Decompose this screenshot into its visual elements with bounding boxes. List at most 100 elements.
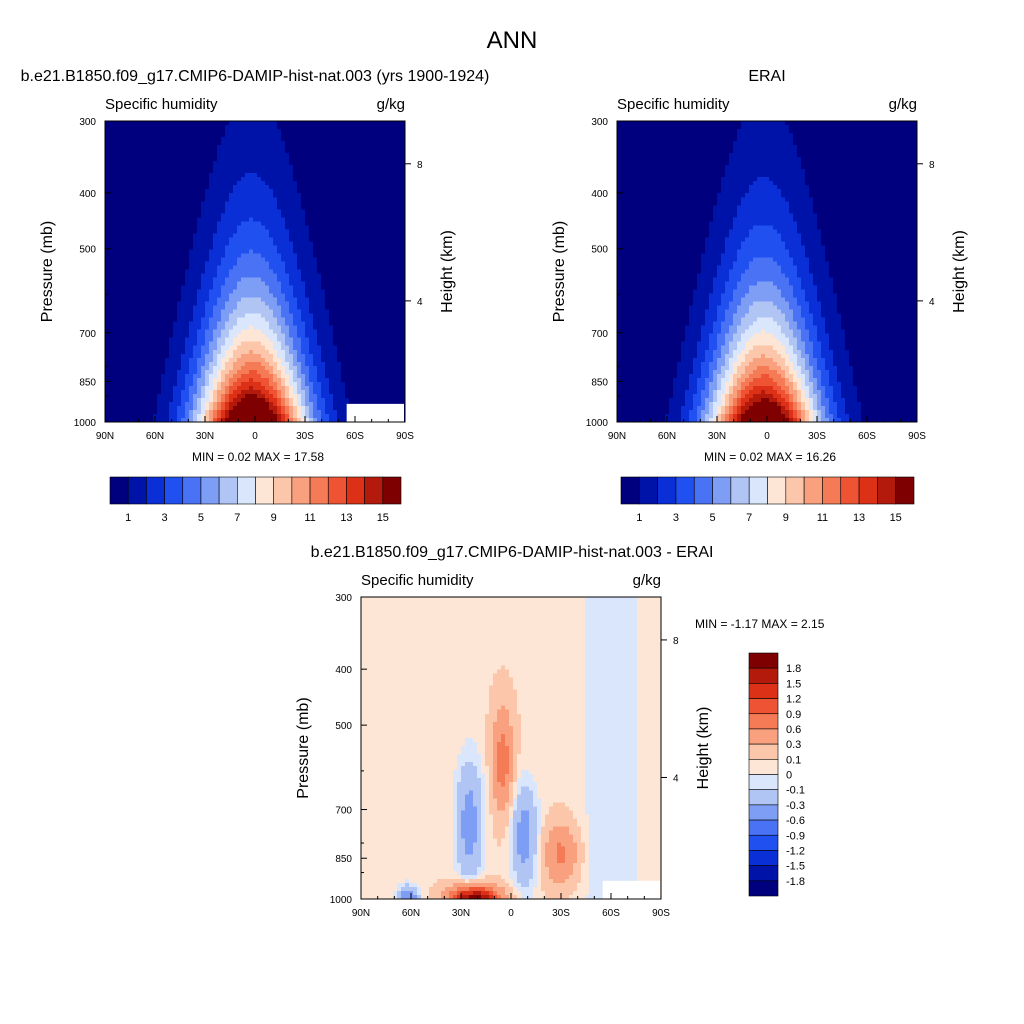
- colorbar-label: 0.1: [786, 754, 801, 766]
- colorbar-swatch: [346, 476, 365, 505]
- diff-xtick-label: 90S: [652, 908, 670, 919]
- model-ytick-label: 300: [79, 117, 96, 128]
- colorbar-swatch: [895, 476, 915, 505]
- colorbar-label: 1: [636, 512, 642, 524]
- obs-stats: MIN = 0.02 MAX = 16.26: [704, 450, 836, 464]
- colorbar-swatch: [364, 476, 384, 505]
- colorbar-label: 7: [234, 512, 240, 524]
- colorbar-swatch: [748, 743, 779, 760]
- diff-ytick-label: 400: [335, 665, 352, 676]
- colorbar-label: -0.1: [786, 785, 805, 797]
- colorbar-swatch: [109, 476, 129, 505]
- diff-colorbar: 1.8 1.5 1.2 0.9 0.6 0.3 0.1 0 -0.1 -0.3 -0.6 -0.9 -1…: [748, 652, 805, 897]
- model-variable-label: Specific humidity: [105, 96, 218, 113]
- colorbar-swatch: [748, 698, 779, 715]
- obs-ytick-label: 300: [591, 117, 608, 128]
- obs-xtick-label: 60S: [858, 431, 876, 442]
- colorbar-label: 0.9: [786, 709, 801, 721]
- colorbar-swatch: [748, 804, 779, 821]
- colorbar-label: 11: [817, 512, 828, 524]
- colorbar-swatch: [127, 476, 147, 505]
- obs-colorbar: 1 3 5 7 9 11 13 15: [620, 476, 915, 524]
- diff-stats: MIN = -1.17 MAX = 2.15: [695, 617, 825, 631]
- colorbar-label: -0.3: [786, 800, 805, 812]
- colorbar-swatch: [748, 789, 779, 806]
- obs-ylabel: Pressure (mb): [551, 221, 568, 322]
- colorbar-label: 13: [853, 512, 865, 524]
- diff-y2tick-label: 4: [673, 773, 679, 784]
- colorbar-swatch: [748, 728, 779, 745]
- colorbar-label: 0: [786, 770, 792, 782]
- colorbar-swatch: [840, 476, 860, 505]
- colorbar-swatch: [748, 652, 779, 669]
- diff-missing-region: [602, 880, 660, 899]
- colorbar-label: -0.6: [786, 815, 805, 827]
- obs-xtick-label: 90N: [608, 431, 626, 442]
- diff-y2label: Height (km): [695, 707, 712, 790]
- colorbar-label: 15: [377, 512, 389, 524]
- colorbar-label: 1.5: [786, 678, 801, 690]
- diff-variable-label: Specific humidity: [361, 572, 474, 589]
- colorbar-swatch: [822, 476, 842, 505]
- colorbar-label: 3: [162, 512, 168, 524]
- model-contour-field: [105, 121, 406, 423]
- model-missing-region: [346, 403, 404, 422]
- obs-xtick-label: 90S: [908, 431, 926, 442]
- obs-xtick-label: 30N: [708, 431, 726, 442]
- model-ytick-label: 700: [79, 329, 96, 340]
- obs-y2tick-label: 4: [929, 297, 935, 308]
- diff-xtick-label: 90N: [352, 908, 370, 919]
- colorbar-swatch: [200, 476, 220, 505]
- diff-ytick-label: 500: [335, 721, 352, 732]
- colorbar-label: 5: [198, 512, 204, 524]
- obs-ytick-label: 400: [591, 189, 608, 200]
- colorbar-swatch: [748, 759, 779, 775]
- model-ylabel: Pressure (mb): [39, 221, 56, 322]
- colorbar-swatch: [309, 476, 329, 505]
- model-xtick-label: 30N: [196, 431, 214, 442]
- model-stats: MIN = 0.02 MAX = 17.58: [192, 450, 324, 464]
- colorbar-swatch: [218, 476, 238, 505]
- colorbar-label: 0.3: [786, 739, 801, 751]
- colorbar-swatch: [693, 476, 713, 505]
- colorbar-swatch: [785, 476, 805, 505]
- model-ytick-label: 500: [79, 245, 96, 256]
- model-xtick-label: 60S: [346, 431, 364, 442]
- colorbar-label: 1.2: [786, 694, 801, 706]
- obs-panel-title: ERAI: [748, 68, 785, 85]
- model-ytick-label: 1000: [74, 418, 97, 429]
- colorbar-swatch: [858, 476, 878, 505]
- model-xtick-label: 60N: [146, 431, 164, 442]
- colorbar-swatch: [182, 476, 202, 505]
- colorbar-swatch: [382, 476, 402, 505]
- colorbar-label: 9: [783, 512, 789, 524]
- colorbar-swatch: [620, 476, 640, 505]
- obs-xtick-label: 30S: [808, 431, 826, 442]
- colorbar-swatch: [803, 476, 823, 505]
- colorbar-swatch: [164, 476, 184, 505]
- model-y2tick-label: 8: [417, 160, 423, 171]
- colorbar-swatch: [146, 476, 165, 505]
- colorbar-label: -0.9: [786, 830, 805, 842]
- model-ytick-label: 850: [79, 377, 96, 388]
- model-units-label: g/kg: [377, 96, 405, 113]
- obs-y2tick-label: 8: [929, 160, 935, 171]
- colorbar-swatch: [748, 667, 779, 684]
- obs-xtick-label: 60N: [658, 431, 676, 442]
- diff-ytick-label: 700: [335, 806, 352, 817]
- diff-ylabel: Pressure (mb): [295, 697, 312, 798]
- colorbar-label: 11: [304, 512, 315, 524]
- model-xtick-label: 0: [252, 431, 258, 442]
- colorbar-swatch: [748, 865, 779, 882]
- diff-xtick-label: 60N: [402, 908, 420, 919]
- model-colorbar: 1 3 5 7 9 11 13 15: [109, 476, 402, 524]
- colorbar-swatch: [748, 819, 779, 836]
- model-xtick-label: 90S: [396, 431, 414, 442]
- obs-ytick-label: 500: [591, 245, 608, 256]
- colorbar-label: 13: [340, 512, 352, 524]
- colorbar-label: 3: [673, 512, 679, 524]
- colorbar-swatch: [730, 476, 750, 505]
- model-y2label: Height (km): [439, 230, 456, 313]
- diff-ytick-label: 850: [335, 854, 352, 865]
- colorbar-swatch: [748, 834, 779, 851]
